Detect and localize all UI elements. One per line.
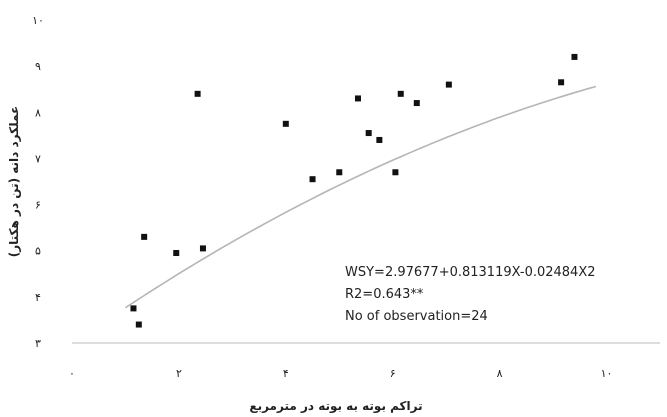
x-axis-label: تراکم بوته به بوته در مترمربع	[249, 399, 422, 414]
data-point	[355, 95, 361, 101]
data-point	[392, 169, 398, 175]
x-tick-label: ۰	[69, 367, 75, 380]
data-point	[376, 137, 382, 143]
y-tick-label: ۵	[35, 245, 41, 258]
regression-annotations: WSY=2.97677+0.813119X-0.02484X2 R2=0.643…	[345, 265, 596, 324]
x-tick-label: ۱۰	[601, 367, 613, 380]
y-tick-label: ۳	[35, 337, 41, 350]
data-point	[130, 305, 136, 311]
y-tick-label: ۴	[35, 291, 41, 304]
y-tick-label: ۷	[35, 152, 41, 165]
y-tick-label: ۱۰	[32, 14, 44, 27]
x-tick-label: ۴	[283, 367, 289, 380]
data-point	[136, 322, 142, 328]
r-squared-annotation: R2=0.643**	[345, 287, 424, 302]
y-axis-label: عملکرد دانه (تن در هکتار)	[7, 106, 21, 257]
data-point	[200, 245, 206, 251]
data-point	[366, 130, 372, 136]
data-point	[336, 169, 342, 175]
data-point	[310, 176, 316, 182]
equation-annotation: WSY=2.97677+0.813119X-0.02484X2	[345, 265, 596, 280]
data-point	[283, 121, 289, 127]
observation-count-annotation: No of observation=24	[345, 309, 488, 324]
data-point	[173, 250, 179, 256]
y-tick-label: ۸	[35, 106, 41, 119]
data-point	[195, 91, 201, 97]
x-tick-label: ۲	[176, 367, 182, 380]
x-tick-label: ۶	[390, 367, 396, 380]
x-tick-labels: ۰ ۲ ۴ ۶ ۸ ۱۰	[69, 367, 612, 380]
data-point	[414, 100, 420, 106]
data-point	[571, 54, 577, 60]
y-tick-label: ۶	[35, 199, 41, 212]
data-point	[141, 234, 147, 240]
data-point	[558, 79, 564, 85]
data-point	[446, 82, 452, 88]
x-tick-label: ۸	[497, 367, 503, 380]
y-tick-labels: ۳ ۴ ۵ ۶ ۷ ۸ ۹ ۱۰	[32, 14, 44, 350]
y-tick-label: ۹	[35, 60, 41, 73]
data-point	[398, 91, 404, 97]
